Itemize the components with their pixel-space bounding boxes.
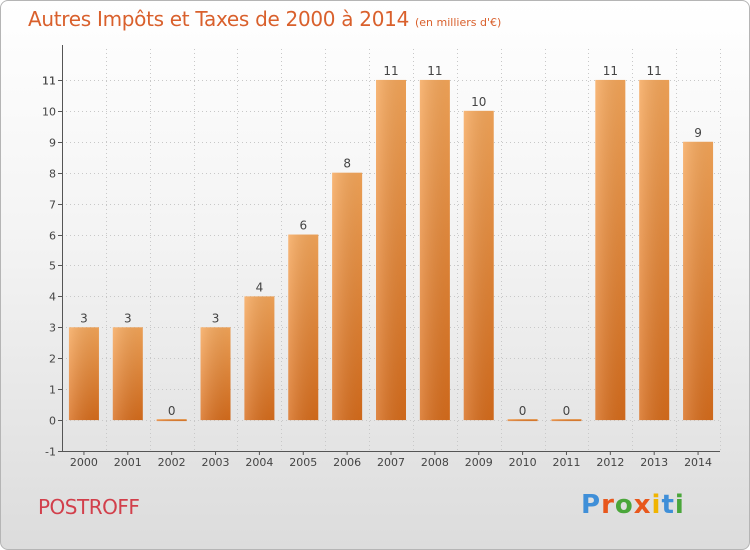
data-label: 3 (212, 311, 220, 325)
bar-shade (463, 110, 494, 421)
data-label: 4 (256, 280, 264, 294)
x-tick-label: 2009 (465, 456, 493, 469)
bar-shade (332, 172, 363, 421)
bar-shade (639, 79, 670, 421)
unit-text: (en milliers d'€) (415, 16, 502, 29)
bar-shade (507, 419, 538, 422)
y-tick-label: 4 (49, 291, 56, 304)
bar-shade (551, 419, 582, 422)
logo-letter: x (633, 490, 652, 520)
bar-shade (112, 327, 143, 421)
data-label: 6 (299, 219, 307, 233)
y-tick-label: 3 (49, 322, 56, 335)
x-tick-label: 2006 (333, 456, 361, 469)
x-tick-label: 2011 (552, 456, 580, 469)
y-tick-label: 11 (42, 75, 56, 88)
x-tick-label: 2012 (596, 456, 624, 469)
data-label: 3 (80, 311, 88, 325)
x-tick-label: 2014 (684, 456, 712, 469)
bar-shade (156, 419, 187, 422)
data-label: 3 (124, 311, 132, 325)
data-label: 9 (694, 126, 702, 140)
title-text: Autres Impôts et Taxes de 2000 à 2014 (28, 7, 409, 31)
x-tick-label: 2002 (158, 456, 186, 469)
x-tick-label: 2007 (377, 456, 405, 469)
data-label: 11 (427, 64, 442, 78)
bar-layer (68, 79, 714, 422)
data-label: 10 (471, 95, 486, 109)
x-tick-label: 2013 (640, 456, 668, 469)
data-label: 11 (383, 64, 398, 78)
bar-shade (200, 327, 231, 421)
commune-name: POSTROFF (38, 495, 140, 519)
data-label: 0 (519, 404, 527, 418)
x-tick-label: 2010 (509, 456, 537, 469)
logo-letter: P (581, 490, 602, 520)
x-tick-label: 2004 (245, 456, 273, 469)
data-label: 8 (343, 157, 351, 171)
logo-letter: o (614, 490, 634, 520)
bar-shade (419, 79, 450, 421)
logo-letter: i (651, 490, 662, 520)
x-tick-label: 2000 (70, 456, 98, 469)
chart-title: Autres Impôts et Taxes de 2000 à 2014 (en… (28, 7, 501, 31)
logo-letter: i (674, 490, 685, 520)
bar-shade (683, 141, 714, 421)
x-tick-label: 2001 (114, 456, 142, 469)
y-tick-label: 11 (42, 75, 56, 88)
y-tick-label: -1 (45, 446, 56, 459)
bar-shade (595, 79, 626, 421)
data-label: 11 (603, 64, 618, 78)
x-tick-label: 2005 (289, 456, 317, 469)
y-tick-label: 5 (49, 260, 56, 273)
x-tick-label: 2008 (421, 456, 449, 469)
bar-shade (376, 79, 406, 421)
bar-shade (288, 234, 319, 421)
data-label: 11 (647, 64, 662, 78)
y-tick-label: 0 (49, 415, 56, 428)
data-label: 0 (168, 404, 176, 418)
data-label: 0 (563, 404, 571, 418)
y-tick-label: 7 (49, 199, 56, 212)
y-tick-label: 6 (49, 230, 56, 243)
y-tick-label: 8 (49, 168, 56, 181)
logo-letter: t (661, 490, 675, 520)
bar-shade (244, 296, 275, 421)
x-tick-label: 2003 (202, 456, 230, 469)
axis-layer: -1 0 1 2 3 4 5 6 7 8 9 10 11 11 3 2000 3 2001 0 2002 3 2003 4 2… (42, 45, 720, 469)
logo-letter: r (601, 490, 615, 520)
y-tick-label: 1 (49, 384, 56, 397)
y-tick-label: 2 (49, 353, 56, 366)
proxiti-logo: Proxiti (581, 490, 685, 520)
bar-shade (68, 327, 99, 421)
y-tick-label: 9 (49, 137, 56, 150)
y-tick-label: 10 (42, 106, 56, 119)
